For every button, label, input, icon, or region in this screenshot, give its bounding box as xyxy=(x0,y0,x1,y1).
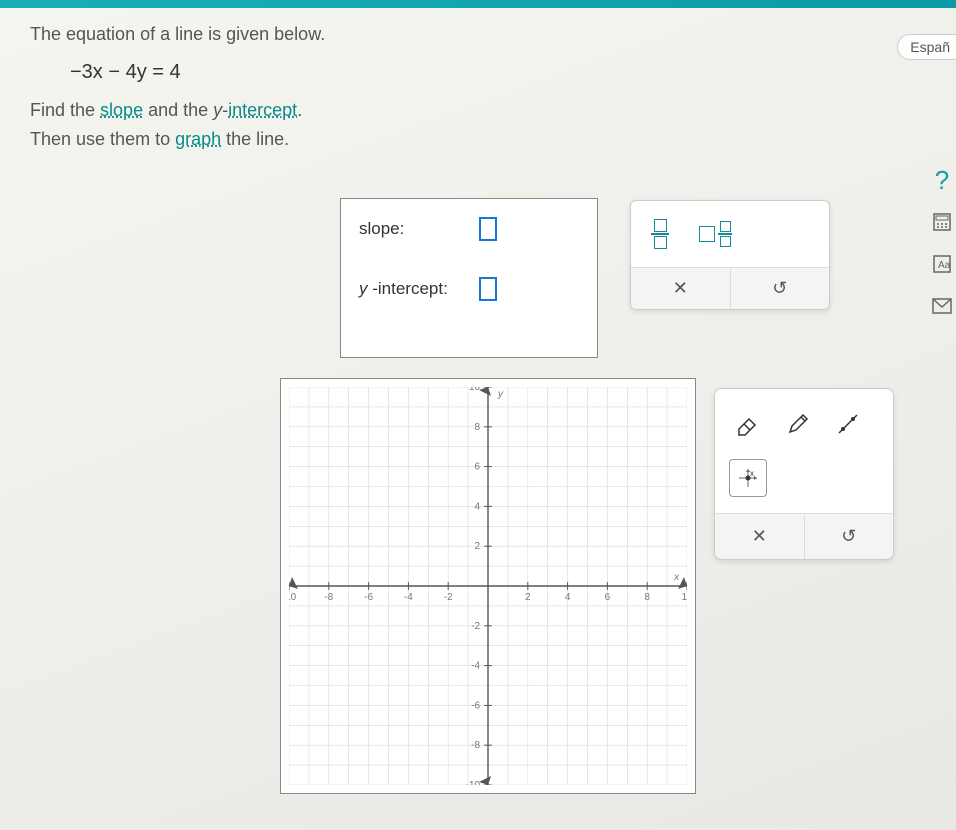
svg-text:8: 8 xyxy=(475,422,481,433)
svg-text:10: 10 xyxy=(469,387,481,393)
svg-text:x: x xyxy=(750,469,754,478)
svg-text:8: 8 xyxy=(644,592,650,603)
espanol-button[interactable]: Españ xyxy=(897,34,956,60)
svg-text:-8: -8 xyxy=(471,740,480,751)
intercept-input[interactable] xyxy=(479,277,497,301)
svg-text:2: 2 xyxy=(475,541,481,552)
slope-link[interactable]: slope xyxy=(100,100,143,120)
line-tool[interactable] xyxy=(829,405,867,443)
calculator-icon[interactable] xyxy=(930,210,954,234)
intercept-label: y -intercept: xyxy=(359,279,479,299)
svg-text:-4: -4 xyxy=(404,592,413,603)
slope-input[interactable] xyxy=(479,217,497,241)
svg-text:-6: -6 xyxy=(364,592,373,603)
help-icon[interactable]: ? xyxy=(930,168,954,192)
tool-reset-button[interactable]: ↺ xyxy=(804,514,894,559)
svg-text:-10: -10 xyxy=(466,780,481,785)
text: . xyxy=(297,100,302,120)
slope-label: slope: xyxy=(359,219,479,239)
mixed-number-button[interactable] xyxy=(699,219,732,249)
graph-panel[interactable]: -10-8-6-4-2246810-10-8-6-4-2246810xy xyxy=(280,378,696,794)
point-tool[interactable]: x xyxy=(729,459,767,497)
svg-text:y: y xyxy=(497,389,504,400)
svg-text:10: 10 xyxy=(681,592,687,603)
eraser-tool[interactable] xyxy=(729,405,767,443)
tool-panel: x ✕ ↺ xyxy=(714,388,894,560)
svg-text:-10: -10 xyxy=(289,592,297,603)
pencil-tool[interactable] xyxy=(779,405,817,443)
text: and the xyxy=(143,100,213,120)
text: the line. xyxy=(221,129,289,149)
fraction-button[interactable] xyxy=(651,219,669,249)
text: Then use them to xyxy=(30,129,175,149)
intercept-link[interactable]: intercept xyxy=(228,100,297,120)
svg-text:4: 4 xyxy=(565,592,571,603)
y-italic: y xyxy=(213,100,222,120)
question-line-3: Then use them to graph the line. xyxy=(30,125,936,154)
svg-text:6: 6 xyxy=(475,462,481,473)
text: -intercept: xyxy=(368,279,448,298)
text: Find the xyxy=(30,100,100,120)
equation: −3x − 4y = 4 xyxy=(70,61,936,84)
graph-canvas[interactable]: -10-8-6-4-2246810-10-8-6-4-2246810xy xyxy=(289,387,687,785)
answer-panel: slope: y -intercept: xyxy=(340,198,598,358)
question-line-1: The equation of a line is given below. xyxy=(30,20,936,49)
svg-text:6: 6 xyxy=(605,592,611,603)
helper-reset-button[interactable]: ↺ xyxy=(730,268,830,309)
svg-text:-4: -4 xyxy=(471,661,480,672)
svg-text:-8: -8 xyxy=(324,592,333,603)
svg-text:-2: -2 xyxy=(444,592,453,603)
svg-text:2: 2 xyxy=(525,592,531,603)
y-italic: y xyxy=(359,279,368,298)
svg-text:-6: -6 xyxy=(471,700,480,711)
svg-text:Aa: Aa xyxy=(938,260,951,271)
svg-text:x: x xyxy=(673,572,680,583)
helper-clear-button[interactable]: ✕ xyxy=(631,268,730,309)
svg-text:4: 4 xyxy=(475,501,481,512)
graph-link[interactable]: graph xyxy=(175,129,221,149)
tool-clear-button[interactable]: ✕ xyxy=(715,514,804,559)
text-size-icon[interactable]: Aa xyxy=(930,252,954,276)
question-line-2: Find the slope and the y-intercept. xyxy=(30,96,936,125)
mail-icon[interactable] xyxy=(930,294,954,318)
helper-panel: ✕ ↺ xyxy=(630,200,830,310)
svg-text:-2: -2 xyxy=(471,621,480,632)
